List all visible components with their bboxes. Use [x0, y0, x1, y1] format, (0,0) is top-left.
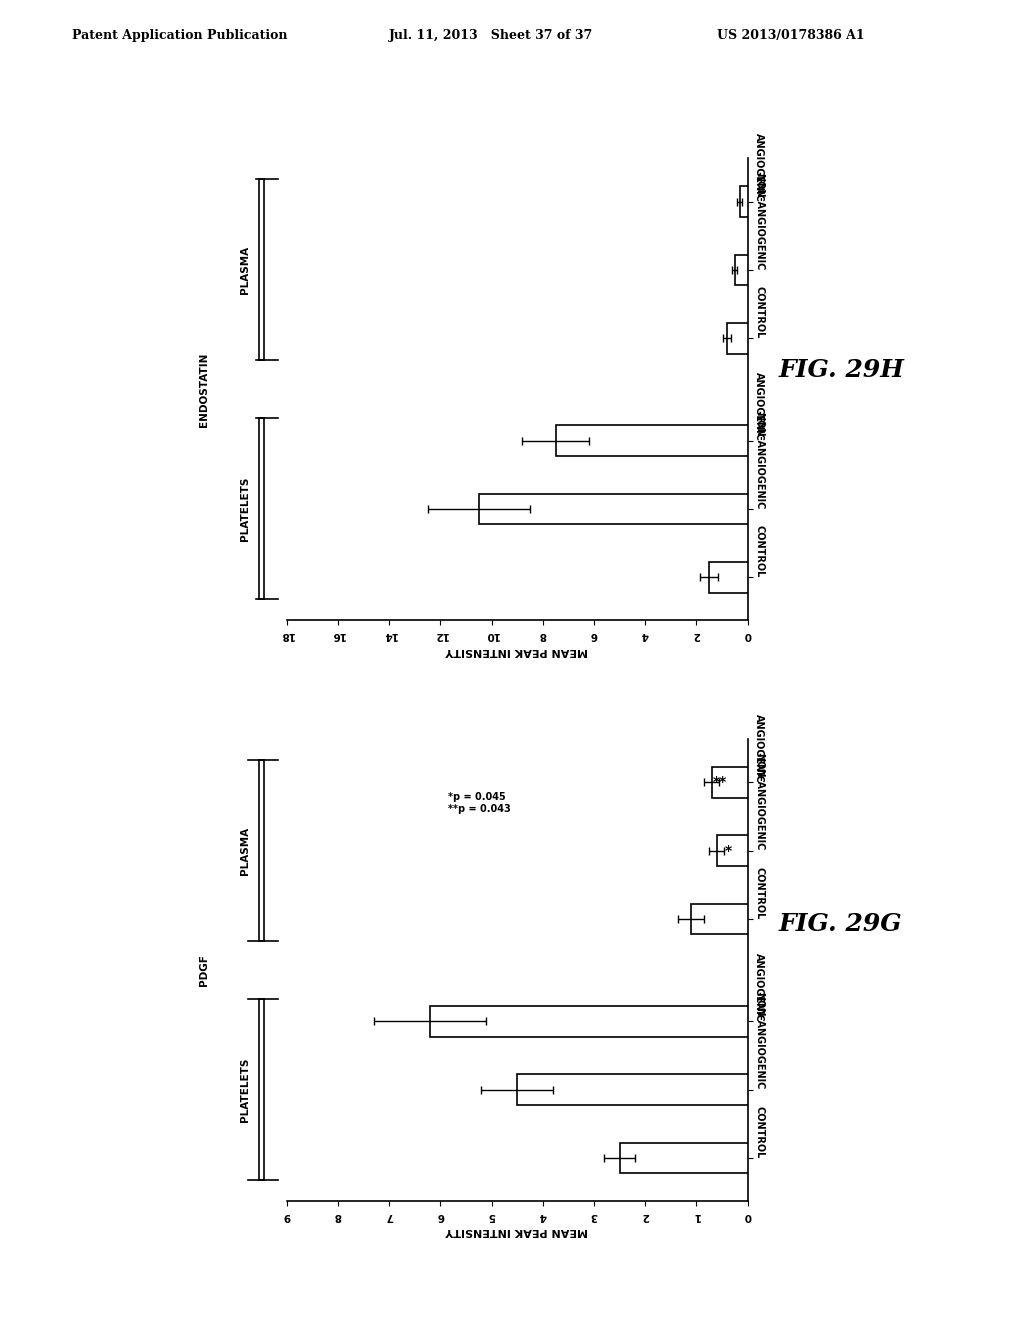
Bar [735, 255, 748, 285]
Text: PLASMA: PLASMA [241, 826, 250, 875]
Text: FIG. 29G: FIG. 29G [778, 912, 902, 936]
Text: **: ** [713, 775, 727, 789]
Bar [717, 836, 748, 866]
Bar [479, 494, 748, 524]
Text: FIG. 29H: FIG. 29H [778, 358, 904, 381]
Text: PLATELETS: PLATELETS [241, 1057, 250, 1122]
Bar [712, 767, 748, 797]
X-axis label: MEAN PEAK INTENSITY: MEAN PEAK INTENSITY [445, 1226, 589, 1237]
Bar [430, 1006, 748, 1036]
Bar [620, 1143, 748, 1173]
Text: PLATELETS: PLATELETS [241, 477, 250, 541]
Bar [739, 186, 748, 216]
Text: ENDOSTATIN: ENDOSTATIN [199, 352, 209, 426]
Text: US 2013/0178386 A1: US 2013/0178386 A1 [717, 29, 864, 42]
X-axis label: MEAN PEAK INTENSITY: MEAN PEAK INTENSITY [445, 645, 589, 656]
Text: *: * [725, 843, 732, 858]
Bar [727, 323, 748, 354]
Text: Patent Application Publication: Patent Application Publication [72, 29, 287, 42]
Text: PDGF: PDGF [199, 954, 209, 986]
Bar [555, 425, 748, 455]
Text: PLASMA: PLASMA [241, 246, 250, 294]
Bar [517, 1074, 748, 1105]
Text: Jul. 11, 2013   Sheet 37 of 37: Jul. 11, 2013 Sheet 37 of 37 [389, 29, 593, 42]
Bar [691, 904, 748, 935]
Bar [709, 562, 748, 593]
Text: *p = 0.045
**p = 0.043: *p = 0.045 **p = 0.043 [449, 792, 511, 813]
